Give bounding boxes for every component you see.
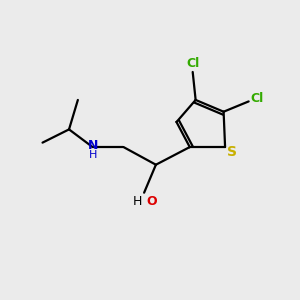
Text: S: S — [226, 146, 237, 159]
Text: N: N — [87, 139, 98, 152]
Text: H: H — [132, 195, 142, 208]
Text: O: O — [146, 195, 157, 208]
Text: Cl: Cl — [186, 57, 199, 70]
Text: H: H — [88, 150, 97, 160]
Text: Cl: Cl — [251, 92, 264, 105]
